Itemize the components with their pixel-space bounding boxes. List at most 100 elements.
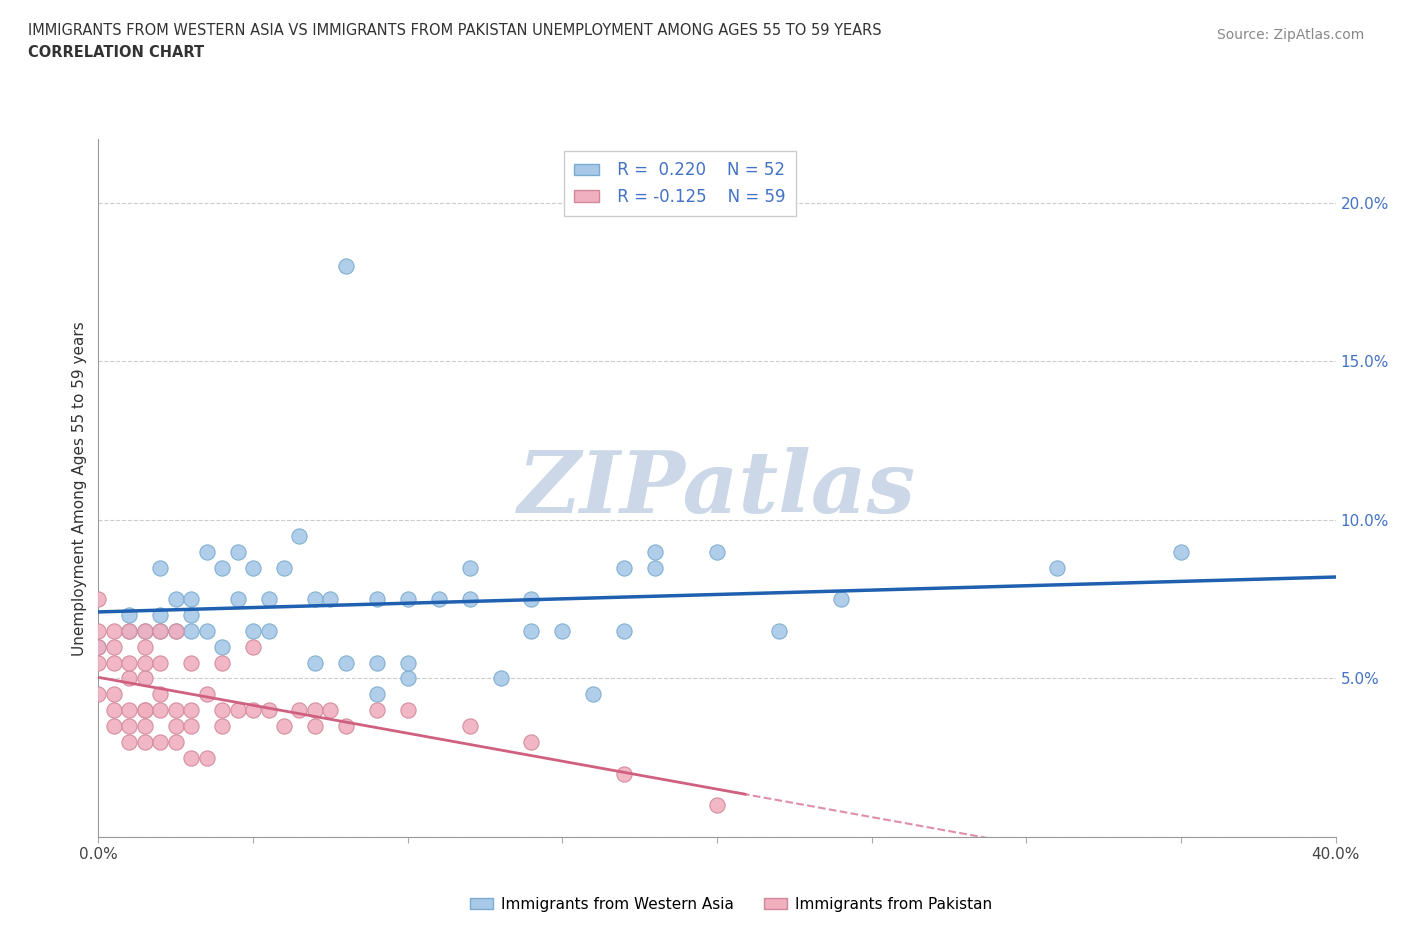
Point [257,591,280,606]
Point [211,703,233,718]
Legend: Immigrants from Western Asia, Immigrants from Pakistan: Immigrants from Western Asia, Immigrants… [464,891,998,918]
Point [165,591,187,606]
Point [165,703,187,718]
Point [134,703,156,718]
Point [103,639,125,654]
Point [195,544,218,559]
Point [103,687,125,702]
Point [180,751,202,765]
Point [180,719,202,734]
Point [180,655,202,670]
Point [242,623,264,638]
Point [103,655,125,670]
Point [118,607,141,622]
Point [319,591,342,606]
Point [195,623,218,638]
Point [165,623,187,638]
Point [211,639,233,654]
Point [458,591,481,606]
Point [644,560,666,575]
Text: CORRELATION CHART: CORRELATION CHART [28,45,204,60]
Point [242,639,264,654]
Point [257,703,280,718]
Point [134,639,156,654]
Text: ZIPatlas: ZIPatlas [517,446,917,530]
Point [458,719,481,734]
Point [366,687,388,702]
Point [211,560,233,575]
Point [149,687,172,702]
Point [427,591,450,606]
Point [319,703,342,718]
Point [134,623,156,638]
Point [768,623,790,638]
Point [226,544,249,559]
Point [87,655,110,670]
Y-axis label: Unemployment Among Ages 55 to 59 years: Unemployment Among Ages 55 to 59 years [72,321,87,656]
Legend:  R =  0.220    N = 52,  R = -0.125    N = 59: R = 0.220 N = 52, R = -0.125 N = 59 [564,152,796,216]
Point [273,719,295,734]
Point [180,703,202,718]
Point [706,798,728,813]
Point [103,623,125,638]
Point [273,560,295,575]
Point [134,703,156,718]
Point [520,623,543,638]
Point [195,687,218,702]
Point [520,591,543,606]
Point [103,719,125,734]
Point [242,703,264,718]
Point [149,623,172,638]
Point [180,607,202,622]
Point [87,623,110,638]
Point [134,655,156,670]
Point [335,719,357,734]
Point [489,671,512,686]
Point [118,719,141,734]
Point [335,655,357,670]
Point [87,591,110,606]
Point [257,623,280,638]
Point [118,703,141,718]
Point [211,655,233,670]
Point [706,544,728,559]
Point [304,703,326,718]
Point [396,703,419,718]
Point [226,591,249,606]
Point [134,623,156,638]
Point [118,671,141,686]
Point [87,639,110,654]
Text: Source: ZipAtlas.com: Source: ZipAtlas.com [1216,28,1364,42]
Point [396,671,419,686]
Point [149,623,172,638]
Text: IMMIGRANTS FROM WESTERN ASIA VS IMMIGRANTS FROM PAKISTAN UNEMPLOYMENT AMONG AGES: IMMIGRANTS FROM WESTERN ASIA VS IMMIGRAN… [28,23,882,38]
Point [366,703,388,718]
Point [288,703,311,718]
Point [87,639,110,654]
Point [242,560,264,575]
Point [195,751,218,765]
Point [134,671,156,686]
Point [366,591,388,606]
Point [134,719,156,734]
Point [1046,560,1069,575]
Point [165,623,187,638]
Point [304,591,326,606]
Point [149,703,172,718]
Point [134,735,156,750]
Point [335,259,357,273]
Point [103,703,125,718]
Point [613,766,636,781]
Point [118,623,141,638]
Point [118,735,141,750]
Point [613,560,636,575]
Point [613,623,636,638]
Point [830,591,852,606]
Point [211,719,233,734]
Point [149,560,172,575]
Point [366,655,388,670]
Point [118,655,141,670]
Point [304,719,326,734]
Point [149,655,172,670]
Point [149,735,172,750]
